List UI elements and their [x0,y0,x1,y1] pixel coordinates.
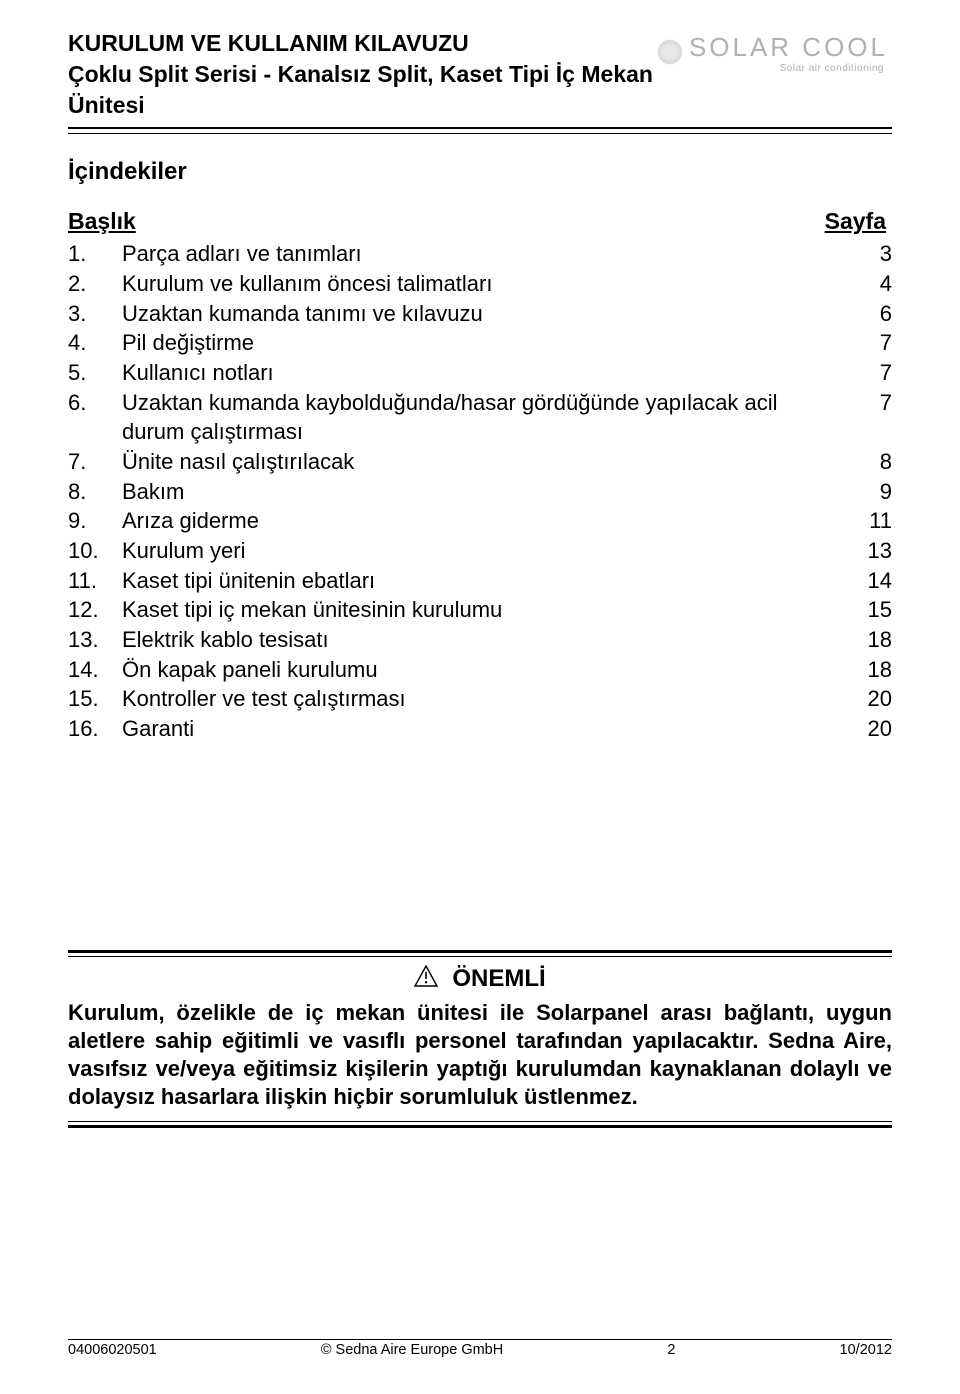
toc-row: 8.Bakım9 [68,477,892,507]
toc-text: Arıza giderme [122,506,852,536]
section-title: İçindekiler [68,158,892,186]
toc-row: 16.Garanti20 [68,714,892,744]
title-main: KURULUM VE KULLANIM KILAVUZU [68,28,655,59]
header-titles: KURULUM VE KULLANIM KILAVUZU Çoklu Split… [68,28,655,121]
title-sub: Çoklu Split Serisi - Kanalsız Split, Kas… [68,59,655,121]
toc-page: 7 [852,328,892,358]
toc-page: 6 [852,299,892,329]
toc-number: 16. [68,714,122,744]
toc-number: 4. [68,328,122,358]
header-rule-thin [68,133,892,134]
toc-row: 1.Parça adları ve tanımları3 [68,239,892,269]
footer-right: 10/2012 [840,1342,892,1358]
toc-row: 3.Uzaktan kumanda tanımı ve kılavuzu6 [68,299,892,329]
toc-text: Pil değiştirme [122,328,852,358]
toc-page: 11 [852,506,892,536]
toc-page: 7 [852,388,892,418]
footer-left: 04006020501 [68,1342,157,1358]
toc-row: 10.Kurulum yeri13 [68,536,892,566]
sun-icon [655,37,685,67]
toc-row: 12.Kaset tipi iç mekan ünitesinin kurulu… [68,595,892,625]
notice-box: ÖNEMLİ Kurulum, özelikle de iç mekan üni… [68,950,892,1129]
toc-number: 2. [68,269,122,299]
notice-title-row: ÖNEMLİ [68,965,892,993]
toc-row: 4.Pil değiştirme7 [68,328,892,358]
toc-number: 7. [68,447,122,477]
warning-icon [414,965,438,992]
toc-text: Kurulum ve kullanım öncesi talimatları [122,269,852,299]
page-header: KURULUM VE KULLANIM KILAVUZU Çoklu Split… [68,28,892,121]
toc-text: Garanti [122,714,852,744]
toc-number: 3. [68,299,122,329]
toc-row: 11.Kaset tipi ünitenin ebatları14 [68,566,892,596]
brand-logo: SOLAR COOL Solar air conditioning [655,28,892,74]
toc-row: 2.Kurulum ve kullanım öncesi talimatları… [68,269,892,299]
notice-rule-top-thin [68,956,892,957]
toc-page: 20 [852,714,892,744]
footer-page: 2 [667,1342,675,1358]
logo-main-text: SOLAR COOL [689,32,888,62]
notice-rule-bottom-thick [68,1125,892,1128]
toc-header-left: Başlık [68,208,136,235]
toc-row: 15.Kontroller ve test çalıştırması20 [68,684,892,714]
toc-number: 6. [68,388,122,418]
toc-page: 7 [852,358,892,388]
toc-number: 5. [68,358,122,388]
toc-header-right: Sayfa [825,208,886,235]
notice-title: ÖNEMLİ [452,965,545,992]
notice-rule-bottom-thin [68,1121,892,1122]
toc-text: Parça adları ve tanımları [122,239,852,269]
toc-page: 9 [852,477,892,507]
toc-number: 12. [68,595,122,625]
toc-number: 8. [68,477,122,507]
toc-text: Ön kapak paneli kurulumu [122,655,852,685]
toc-text: Kurulum yeri [122,536,852,566]
toc-row: 9.Arıza giderme11 [68,506,892,536]
toc-text: Uzaktan kumanda kaybolduğunda/hasar görd… [122,388,852,447]
toc-page: 15 [852,595,892,625]
notice-body: Kurulum, özelikle de iç mekan ünitesi il… [68,999,892,1112]
toc-text: Kaset tipi iç mekan ünitesinin kurulumu [122,595,852,625]
notice-rule-top-thick [68,950,892,953]
footer-center: © Sedna Aire Europe GmbH [321,1342,503,1358]
toc-number: 14. [68,655,122,685]
toc-page: 20 [852,684,892,714]
toc-page: 14 [852,566,892,596]
toc-number: 13. [68,625,122,655]
toc-page: 18 [852,655,892,685]
header-rule-thick [68,127,892,129]
toc-number: 1. [68,239,122,269]
toc-number: 15. [68,684,122,714]
toc-number: 11. [68,566,122,596]
toc-row: 6.Uzaktan kumanda kaybolduğunda/hasar gö… [68,388,892,447]
toc-page: 4 [852,269,892,299]
toc-row: 14.Ön kapak paneli kurulumu18 [68,655,892,685]
toc-text: Kaset tipi ünitenin ebatları [122,566,852,596]
toc-list: 1.Parça adları ve tanımları32.Kurulum ve… [68,239,892,744]
footer-rule [68,1339,892,1340]
toc-text: Kontroller ve test çalıştırması [122,684,852,714]
footer-row: 04006020501 © Sedna Aire Europe GmbH 2 1… [68,1342,892,1358]
toc-header: Başlık Sayfa [68,208,892,235]
toc-page: 13 [852,536,892,566]
toc-text: Kullanıcı notları [122,358,852,388]
toc-row: 7.Ünite nasıl çalıştırılacak8 [68,447,892,477]
toc-page: 8 [852,447,892,477]
logo-row: SOLAR COOL [655,32,888,67]
toc-number: 9. [68,506,122,536]
page-footer: 04006020501 © Sedna Aire Europe GmbH 2 1… [68,1339,892,1358]
toc-text: Elektrik kablo tesisatı [122,625,852,655]
toc-text: Ünite nasıl çalıştırılacak [122,447,852,477]
toc-page: 3 [852,239,892,269]
toc-row: 13.Elektrik kablo tesisatı18 [68,625,892,655]
toc-row: 5.Kullanıcı notları7 [68,358,892,388]
toc-text: Uzaktan kumanda tanımı ve kılavuzu [122,299,852,329]
toc-text: Bakım [122,477,852,507]
toc-page: 18 [852,625,892,655]
toc-number: 10. [68,536,122,566]
